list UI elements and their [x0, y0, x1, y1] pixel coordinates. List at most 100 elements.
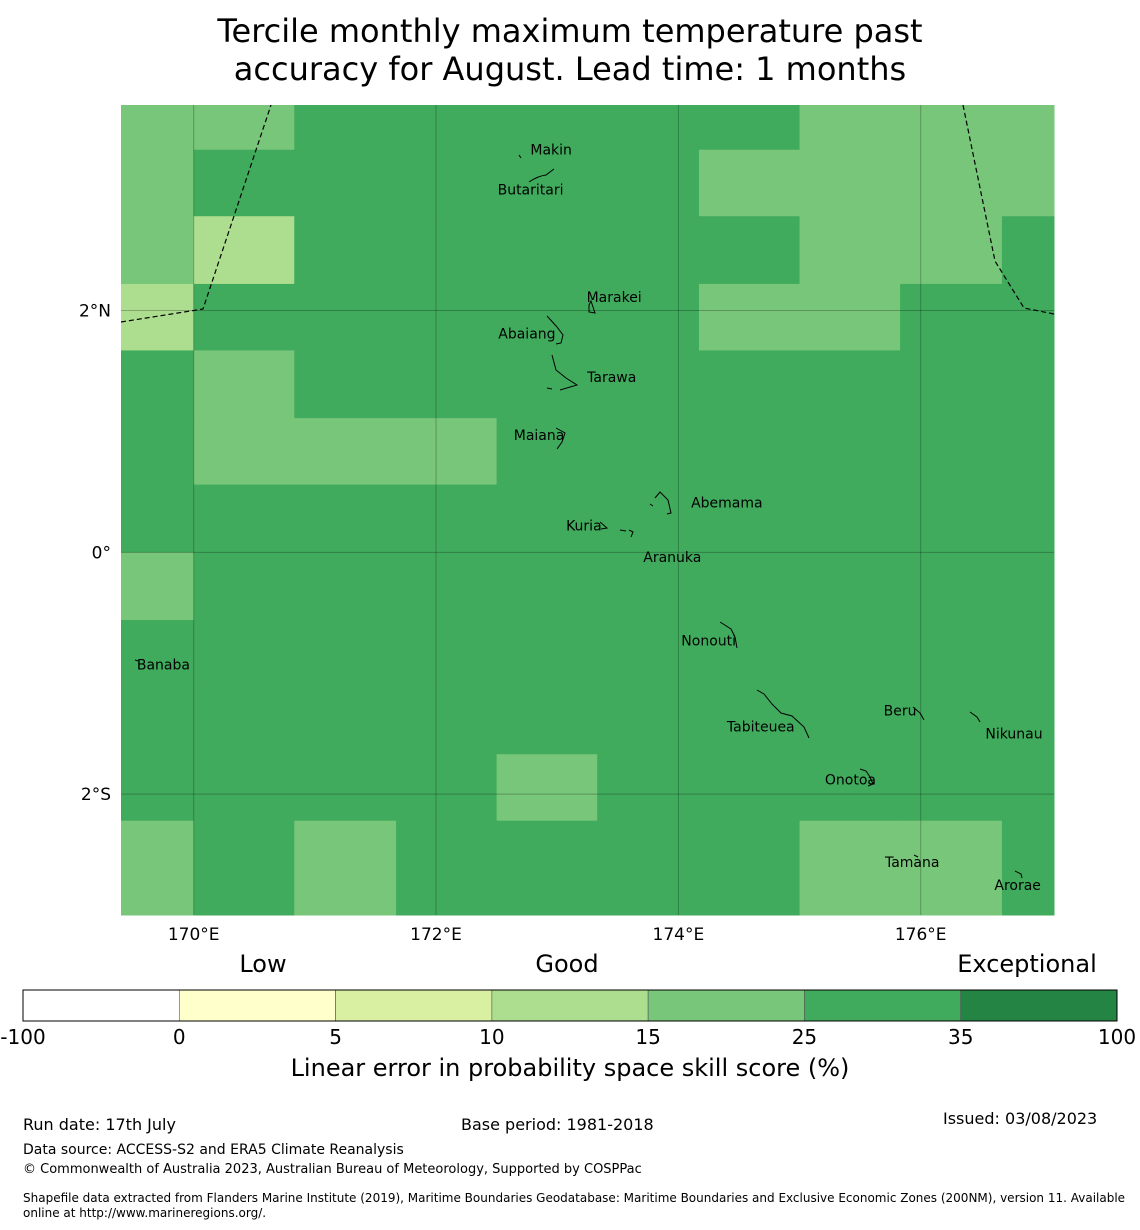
grid-cell: [294, 350, 397, 419]
grid-cell: [698, 888, 801, 916]
grid-cell: [121, 216, 195, 285]
grid-cell: [799, 418, 901, 486]
grid-cell: [121, 350, 195, 419]
grid-cell: [1001, 105, 1055, 151]
island-aranuka: [619, 529, 634, 538]
grid-cell: [597, 754, 700, 822]
grid-cell: [900, 620, 1003, 688]
grid-cell: [193, 686, 295, 755]
grid-cell: [294, 216, 397, 285]
shapefile-credit-line-2: online at http://www.marineregions.org/.: [23, 1206, 267, 1220]
grid-cell: [698, 484, 801, 553]
grid-cell: [121, 283, 195, 351]
grid-cell: [698, 418, 801, 486]
colorbar-category-exceptional: Exceptional: [957, 950, 1097, 978]
grid-cell: [496, 686, 598, 755]
colorbar-tick-label: 35: [948, 1025, 973, 1049]
grid-cell: [193, 418, 295, 486]
grid-cell: [1001, 484, 1055, 553]
colorbar-tick-label: 25: [792, 1025, 817, 1049]
grid-cell: [294, 620, 397, 688]
grid-cell: [121, 418, 195, 486]
grid-cell: [799, 105, 901, 151]
grid-cell: [496, 350, 598, 419]
island-onotoa: [859, 768, 874, 787]
grid-cell: [799, 686, 901, 755]
place-label-beru: Beru: [884, 704, 917, 720]
grid-cell: [496, 105, 598, 151]
island-maiana: [555, 427, 566, 450]
y-tick-label: 2°S: [81, 785, 111, 805]
grid-cell: [1001, 216, 1055, 285]
grid-cell: [698, 552, 801, 621]
grid-cell: [294, 484, 397, 553]
grid-cell: [294, 686, 397, 755]
grid-cell: [396, 754, 498, 822]
grid-cell: [900, 216, 1003, 285]
grid-cell: [698, 105, 801, 151]
run-date: Run date: 17th July: [23, 1115, 176, 1134]
grid-cell: [121, 105, 195, 151]
grid-cell: [1001, 418, 1055, 486]
grid-cell: [900, 888, 1003, 916]
colorbar-swatch: [178, 989, 336, 1022]
grid-cell: [193, 620, 295, 688]
grid-cell: [900, 283, 1003, 351]
grid-cell: [900, 105, 1003, 151]
grid-cell: [396, 149, 498, 217]
place-label-butaritari: Butaritari: [498, 183, 564, 199]
grid-cell: [396, 552, 498, 621]
grid-cell: [597, 620, 700, 688]
grid-cell: [193, 149, 295, 217]
colorbar-frame: [22, 989, 1118, 1022]
colorbar-swatch: [647, 989, 805, 1022]
place-label-abaiang: Abaiang: [498, 326, 555, 342]
place-label-banaba: Banaba: [137, 658, 190, 674]
skill-grid: [121, 105, 1055, 916]
grid-cell: [294, 552, 397, 621]
grid-cell: [496, 552, 598, 621]
colorbar-swatch: [22, 989, 180, 1022]
island-beru: [912, 706, 925, 721]
island-nonouti: [719, 621, 738, 649]
place-label-kuria: Kuria: [566, 519, 602, 535]
place-label-marakei: Marakei: [587, 290, 642, 306]
grid-cell: [597, 105, 700, 151]
colorbar-swatch: [491, 989, 649, 1022]
grid-cell: [193, 888, 295, 916]
island-kuria: [599, 521, 609, 530]
island-tamana: [913, 854, 919, 858]
grid-cell: [597, 552, 700, 621]
grid-cell: [597, 484, 700, 553]
grid-cell: [396, 105, 498, 151]
map-title: Tercile monthly maximum temperature past…: [0, 12, 1140, 88]
grid-cell: [1001, 620, 1055, 688]
grid-cell: [193, 105, 295, 151]
grid-cell: [1001, 888, 1055, 916]
title-line-1: Tercile monthly maximum temperature past: [217, 12, 923, 50]
grid-cell: [1001, 350, 1055, 419]
grid-cell: [799, 216, 901, 285]
island-arorae: [1014, 870, 1023, 879]
grid-cell: [900, 686, 1003, 755]
grid-cell: [396, 216, 498, 285]
place-label-tamana: Tamana: [884, 855, 939, 871]
grid-cell: [799, 283, 901, 351]
place-label-nonouti: Nonouti: [681, 634, 736, 650]
grid-cell: [396, 820, 498, 889]
island-abaiang: [546, 315, 564, 345]
y-tick-label: 2°N: [79, 302, 111, 322]
grid-cell: [799, 888, 901, 916]
grid-cell: [900, 418, 1003, 486]
island-abemama: [649, 491, 672, 515]
grid-cell: [396, 686, 498, 755]
grid-cell: [496, 283, 598, 351]
colorbar-tick-label: -100: [0, 1025, 45, 1049]
grid-cell: [193, 552, 295, 621]
shapefile-credit: Shapefile data extracted from Flanders M…: [23, 1191, 1138, 1221]
grid-cell: [597, 216, 700, 285]
grid-cell: [193, 820, 295, 889]
x-tick-label: 170°E: [168, 925, 220, 945]
grid-cell: [294, 754, 397, 822]
grid-cell: [193, 216, 295, 285]
